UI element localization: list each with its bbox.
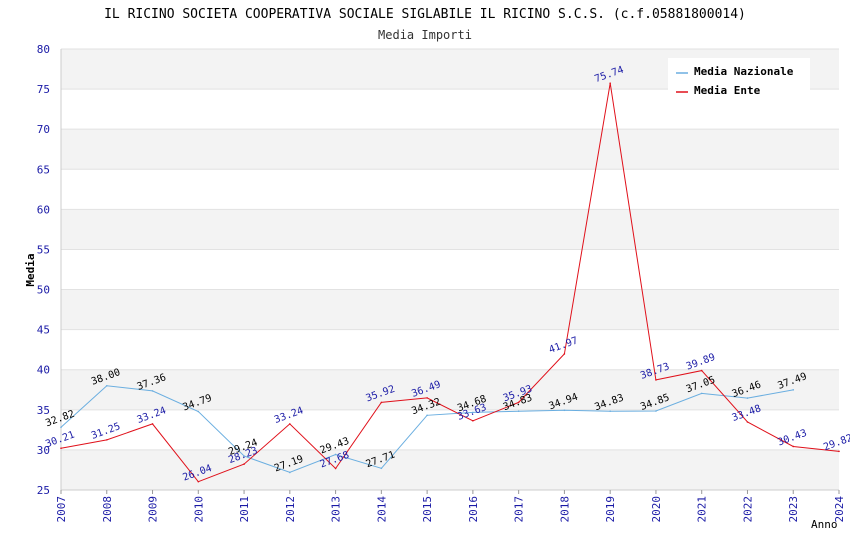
plot-band — [61, 129, 839, 170]
data-point-nazionale — [426, 414, 428, 417]
series-line-ente — [60, 83, 840, 483]
data-point-ente — [563, 353, 566, 355]
y-tick-label: 35 — [37, 404, 50, 417]
x-tick-label: 2022 — [741, 496, 754, 523]
y-tick-label: 45 — [37, 324, 50, 337]
data-point-nazionale — [60, 426, 62, 429]
x-tick-label: 2010 — [192, 496, 205, 523]
x-tick-label: 2020 — [650, 496, 663, 523]
x-tick-label: 2008 — [101, 496, 114, 523]
y-tick-label: 30 — [37, 444, 50, 457]
data-point-ente — [289, 423, 291, 425]
data-point-ente — [838, 450, 840, 453]
data-point-ente — [243, 463, 245, 465]
data-point-ente — [609, 82, 611, 84]
data-point-nazionale — [563, 409, 566, 412]
x-tick-label: 2015 — [421, 496, 434, 523]
legend-label-nazionale: Media Nazionale — [694, 65, 794, 78]
x-tick-label: 2007 — [55, 496, 68, 523]
plot-band — [61, 449, 839, 490]
x-tick-label: 2023 — [787, 496, 800, 523]
x-tick-label: 2021 — [696, 496, 709, 523]
data-point-nazionale — [243, 455, 245, 457]
plot-band — [61, 169, 839, 210]
data-point-ente — [746, 421, 749, 423]
data-point-nazionale — [105, 384, 108, 387]
legend-label-ente: Media Ente — [694, 84, 761, 97]
plot-band — [61, 289, 839, 330]
plot-band — [61, 369, 839, 410]
x-tick-labels: 2007 2008 2009 2010 2011 2012 2013 2014 2015 2016… — [55, 496, 846, 523]
x-tick-label: 2024 — [833, 496, 846, 523]
data-point-nazionale — [380, 467, 383, 470]
x-tick-label: 2019 — [604, 496, 617, 523]
data-point-nazionale — [151, 390, 154, 392]
x-axis-label: Anno — [811, 518, 838, 531]
data-point-nazionale — [609, 410, 611, 412]
y-tick-label: 55 — [37, 243, 50, 256]
data-point-ente — [334, 467, 337, 470]
data-point-ente — [380, 401, 383, 404]
y-axis-label: Media — [24, 253, 37, 286]
x-tick-label: 2014 — [375, 496, 388, 523]
data-point-nazionale — [472, 411, 474, 414]
y-tick-label: 50 — [37, 284, 50, 297]
data-point-ente — [426, 397, 428, 399]
x-tick-label: 2013 — [330, 496, 343, 523]
plot-band — [61, 329, 839, 370]
data-point-ente — [472, 420, 474, 422]
x-tick-label: 2016 — [467, 496, 480, 523]
y-tick-label: 65 — [37, 163, 50, 176]
data-point-ente — [792, 445, 795, 448]
grid-lines — [61, 48, 839, 491]
data-point-nazionale — [700, 392, 703, 395]
data-point-nazionale — [655, 410, 657, 412]
x-tick-label: 2012 — [284, 496, 297, 523]
data-point-ente — [197, 480, 200, 483]
axes — [60, 49, 840, 494]
plot-band — [61, 409, 839, 450]
data-point-ente — [655, 379, 657, 381]
x-tick-label: 2011 — [238, 496, 251, 523]
y-tick-label: 80 — [37, 43, 50, 56]
x-tick-label: 2017 — [513, 496, 526, 523]
data-point-ente — [151, 423, 154, 425]
data-point-ente — [517, 401, 520, 404]
chart-subtitle: Media Importi — [378, 28, 472, 42]
data-point-ente — [60, 447, 62, 450]
y-tick-label: 70 — [37, 123, 50, 136]
y-tick-label: 25 — [37, 484, 50, 497]
data-point-nazionale — [289, 471, 291, 474]
x-tick-label: 2018 — [558, 496, 571, 523]
plot-bands — [61, 49, 839, 490]
data-point-ente — [700, 369, 703, 372]
chart-title: IL RICINO SOCIETA COOPERATIVA SOCIALE SI… — [104, 7, 746, 22]
data-point-nazionale — [517, 410, 520, 412]
y-tick-label: 60 — [37, 203, 50, 216]
y-tick-label: 75 — [37, 83, 50, 96]
y-tick-label: 40 — [37, 364, 50, 377]
data-point-ente — [105, 439, 108, 441]
series-lines — [60, 82, 840, 483]
data-point-nazionale — [197, 410, 200, 413]
plot-band — [61, 249, 839, 290]
plot-band — [61, 209, 839, 250]
legend-box — [668, 58, 810, 100]
data-point-nazionale — [792, 389, 795, 391]
legend: Media Nazionale Media Ente — [668, 58, 810, 100]
y-tick-labels: 25 30 35 40 45 50 55 60 65 70 75 80 — [37, 43, 50, 497]
data-point-nazionale — [746, 397, 749, 399]
data-point-nazionale — [334, 453, 337, 456]
x-tick-label: 2009 — [147, 496, 160, 523]
